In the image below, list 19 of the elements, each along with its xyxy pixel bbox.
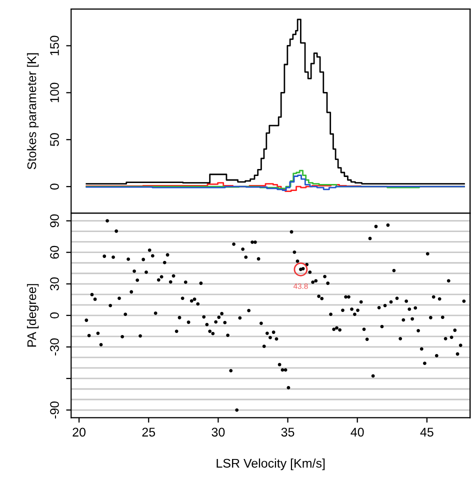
y-tick-label: -30 [50,338,59,356]
y-tick-label: 90 [50,214,59,228]
y-axis-title: Stokes parameter [K] [26,53,39,170]
y-tick-label: 0 [50,312,59,318]
x-tick-label: 35 [281,428,294,437]
y-tick-label: 60 [50,246,59,259]
x-tick-label: 45 [420,428,434,437]
y-axis-title: PA [degree] [26,284,39,347]
y-tick-label: 150 [50,36,59,56]
x-tick-label: 20 [72,428,86,437]
y-tick-label: -90 [50,401,59,418]
x-tick-label: 40 [350,428,364,437]
y-tick-label: 50 [50,133,59,146]
x-tick-label: 25 [142,428,156,437]
y-tick-label: 30 [50,277,59,290]
x-axis-title: LSR Velocity [Km/s] [216,458,325,470]
x-tick-label: 30 [212,428,225,437]
y-tick-label: 0 [50,184,59,190]
y-tick-label: 100 [50,82,59,102]
